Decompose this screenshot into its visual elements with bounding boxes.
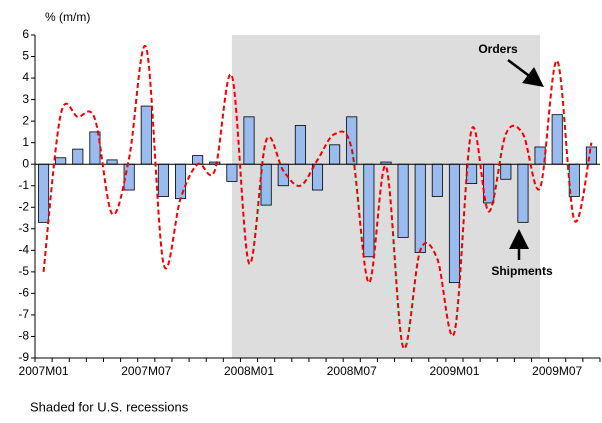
bar — [243, 116, 255, 165]
bar — [363, 163, 375, 258]
y-tick-label: 5 — [22, 49, 29, 63]
y-tick-label: 2 — [22, 113, 29, 127]
bar — [534, 146, 546, 165]
y-tick-label: 1 — [22, 135, 29, 149]
bar — [329, 144, 341, 165]
bar — [346, 116, 358, 165]
y-tick-label: -6 — [18, 286, 29, 300]
bar — [517, 163, 529, 223]
note: Shaded for U.S. recessions — [30, 399, 189, 414]
bar — [140, 105, 152, 165]
y-tick-label: -5 — [18, 264, 29, 278]
bar — [72, 148, 84, 165]
y-tick-label: 3 — [22, 92, 29, 106]
bar — [397, 163, 409, 238]
y-tick-label: 4 — [22, 70, 29, 84]
x-tick-label: 2007M01 — [19, 364, 69, 378]
x-tick-label: 2009M01 — [429, 364, 479, 378]
bar — [500, 163, 512, 180]
bar — [551, 114, 563, 165]
legend-label: Orders — [478, 42, 518, 56]
bar — [123, 163, 135, 191]
y-tick-label: -4 — [18, 243, 29, 257]
x-tick-label: 2009M07 — [532, 364, 582, 378]
x-tick-label: 2007M07 — [121, 364, 171, 378]
bar — [226, 163, 238, 182]
bar — [585, 146, 597, 165]
y-axis-label: % (m/m) — [45, 10, 90, 24]
orders-line — [42, 44, 593, 350]
x-tick-label: 2008M01 — [224, 364, 274, 378]
bar — [174, 163, 187, 200]
bar — [192, 155, 204, 165]
y-tick-label: 6 — [22, 27, 29, 41]
y-tick-label: -3 — [18, 221, 29, 235]
bar — [448, 163, 461, 284]
legend-arrow — [507, 59, 544, 87]
bar — [294, 125, 306, 165]
y-tick-label: -8 — [18, 329, 29, 343]
bar — [38, 163, 50, 223]
y-tick-label: -9 — [18, 350, 29, 364]
bar — [431, 163, 443, 197]
bar — [466, 163, 478, 184]
bar — [106, 159, 118, 165]
legend-label: Shipments — [491, 264, 553, 278]
y-tick-label: -7 — [18, 307, 29, 321]
x-tick-label: 2008M07 — [327, 364, 377, 378]
bar — [55, 157, 67, 165]
y-tick-label: 0 — [22, 156, 29, 170]
y-tick-label: -1 — [18, 178, 29, 192]
bar — [157, 163, 169, 197]
bar — [483, 163, 495, 204]
y-tick-label: -2 — [18, 199, 29, 213]
bar — [414, 163, 426, 253]
bar — [89, 131, 101, 165]
